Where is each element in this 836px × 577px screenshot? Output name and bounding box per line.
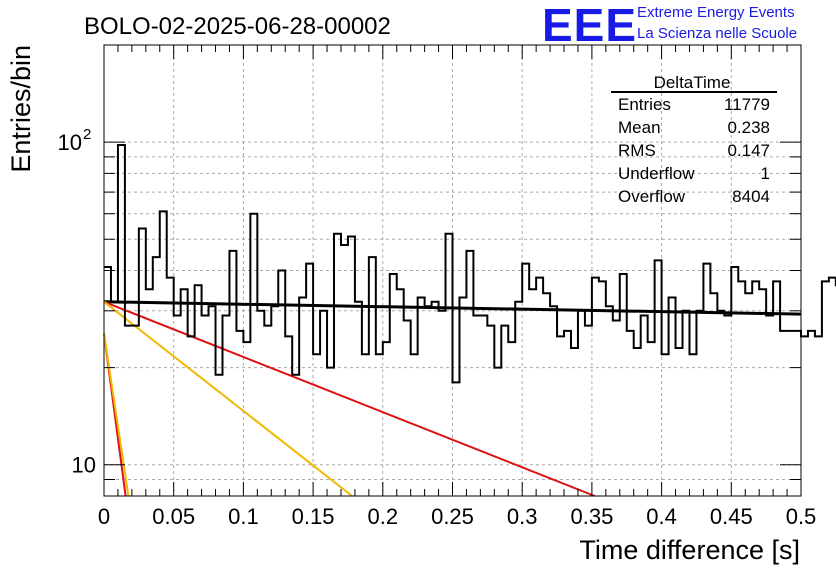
stats-overflow-value: 8404 [732, 187, 770, 206]
x-tick-label: 0.25 [431, 504, 474, 529]
logo-line-1: Extreme Energy Events [637, 4, 795, 21]
x-axis-label: Time difference [s] [579, 535, 800, 565]
x-tick-label: 0.1 [228, 504, 259, 529]
stats-entries-label: Entries [618, 95, 671, 114]
stats-underflow-label: Underflow [618, 164, 695, 183]
x-tick-label: 0.05 [152, 504, 195, 529]
fit-line-3 [103, 300, 353, 497]
x-tick-label: 0.5 [786, 504, 817, 529]
x-tick-label: 0.35 [570, 504, 613, 529]
y-tick-label-exponent: 2 [83, 126, 91, 143]
histogram-outline [104, 143, 836, 384]
stats-box: DeltaTime Entries 11779 Mean 0.238 RMS 0… [611, 73, 777, 206]
stats-rms-label: RMS [618, 141, 656, 160]
fit-line-5 [103, 333, 130, 497]
run-title: BOLO-02-2025-06-28-00002 [84, 13, 391, 40]
stats-title: DeltaTime [654, 73, 731, 92]
y-axis-label: Entries/bin [6, 45, 36, 173]
y-tick-label: 10 [72, 453, 96, 478]
stats-rms-value: 0.147 [727, 141, 770, 160]
stats-overflow-label: Overflow [618, 187, 686, 206]
x-tick-label: 0 [98, 504, 110, 529]
eee-logo: EEE Extreme Energy Events La Scienza nel… [542, 0, 797, 51]
histogram [104, 143, 836, 384]
logo-line-2: La Scienza nelle Scuole [637, 25, 797, 42]
x-tick-label: 0.4 [646, 504, 677, 529]
x-tick-label: 0.2 [368, 504, 399, 529]
x-tick-label: 0.45 [710, 504, 753, 529]
x-tick-label: 0.3 [507, 504, 538, 529]
axes: 0 0.05 0.1 0.15 0.2 0.25 0.3 0.35 0.4 0.45 0.51010… [58, 44, 817, 529]
y-tick-label: 10 [58, 130, 82, 155]
stats-mean-value: 0.238 [727, 118, 770, 137]
x-tick-label: 0.15 [292, 504, 335, 529]
fit-line-2 [103, 300, 596, 497]
stats-entries-value: 11779 [724, 95, 770, 114]
stats-underflow-value: 1 [761, 164, 770, 183]
logo-eee-text: EEE [542, 0, 637, 51]
stats-mean-label: Mean [618, 118, 661, 137]
